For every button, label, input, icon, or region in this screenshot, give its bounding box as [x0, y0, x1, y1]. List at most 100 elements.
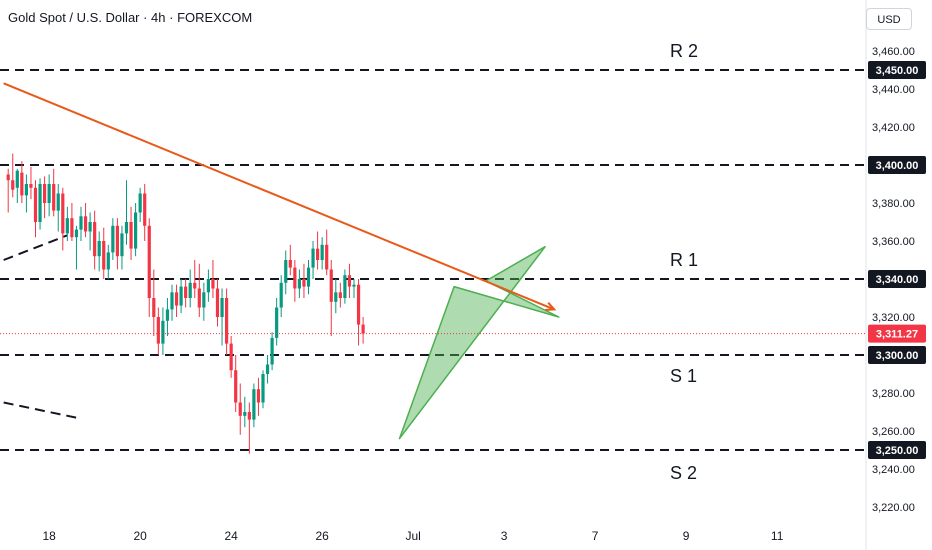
candle-body	[229, 343, 233, 371]
level-label: S 2	[670, 463, 697, 483]
candle-body	[247, 412, 251, 420]
y-tick-label: 3,380.00	[872, 198, 915, 210]
wedge-pattern-layer	[398, 245, 560, 440]
candle-body	[356, 284, 361, 325]
level-price-tag	[868, 441, 926, 459]
candle-body	[352, 284, 356, 287]
y-tick-label: 3,320.00	[872, 312, 915, 324]
candle-body	[33, 187, 38, 222]
candle-body	[38, 184, 42, 222]
candle-body	[184, 286, 188, 298]
candle-body	[152, 298, 156, 317]
y-tick-label: 3,460.00	[872, 46, 915, 58]
candle-body	[47, 184, 51, 203]
candle-body	[320, 244, 324, 260]
y-tick-label: 3,240.00	[872, 464, 915, 476]
guide-line	[3, 234, 68, 261]
candle-body	[156, 317, 160, 344]
candle-body	[302, 279, 306, 287]
candle-body	[215, 288, 220, 317]
candle-body	[52, 184, 56, 211]
current-price-tag	[868, 324, 926, 343]
candlestick-layer	[6, 153, 365, 454]
candle-body	[361, 324, 365, 334]
candle-body	[343, 275, 347, 298]
trendline-arrow-head	[545, 302, 557, 311]
symbol-title: Gold Spot / U.S. Dollar · 4h · FOREXCOM	[8, 10, 253, 25]
candle-body	[347, 275, 352, 287]
candle-body	[297, 279, 301, 289]
candle-body	[97, 241, 101, 257]
candle-body	[293, 267, 297, 289]
candle-body	[15, 170, 19, 188]
candle-body	[93, 222, 97, 257]
candle-body	[306, 267, 311, 287]
candle-body	[311, 248, 315, 268]
candle-body	[234, 370, 238, 403]
candle-body	[147, 225, 151, 298]
x-tick-label: 24	[224, 529, 238, 543]
candle-body	[174, 292, 179, 306]
level-label: S 1	[670, 366, 697, 386]
x-tick-label: Jul	[405, 529, 420, 543]
candle-body	[65, 218, 69, 234]
x-tick-label: 26	[315, 529, 329, 543]
candle-body	[6, 174, 10, 181]
x-tick-label: 11	[771, 529, 784, 543]
candle-body	[74, 229, 79, 238]
candle-body	[179, 286, 183, 306]
x-tick-label: 20	[133, 529, 147, 543]
current-price-tag-text: 3,311.27	[876, 329, 918, 341]
candle-body	[211, 279, 215, 289]
support-resistance-layer: R 2 R 1 S 1 S 2	[0, 41, 866, 483]
candle-body	[316, 248, 320, 260]
currency-button[interactable]: USD	[866, 8, 912, 30]
x-tick-label: 7	[592, 529, 599, 543]
candle-body	[284, 260, 288, 283]
candle-body	[124, 222, 129, 234]
candle-body	[134, 212, 138, 249]
candle-body	[24, 184, 28, 196]
candle-body	[220, 298, 224, 317]
candle-body	[11, 180, 15, 190]
candle-body	[70, 218, 74, 238]
candle-body	[193, 282, 197, 289]
trendline-layer	[3, 82, 557, 311]
price-axis[interactable]: 3,220.00 3,240.00 3,260.00 3,280.00 3,320.00…	[872, 46, 915, 514]
candle-body	[261, 374, 265, 403]
descending-trendline	[3, 82, 555, 311]
candle-body	[138, 193, 142, 213]
candle-body	[329, 269, 333, 302]
level-price-tag-text: 3,450.00	[876, 65, 919, 77]
candle-body	[120, 233, 124, 257]
candle-body	[288, 260, 292, 268]
candle-body	[279, 282, 283, 308]
price-tags-layer: 3,450.00 3,340.00 3,300.00 3,250.00 3,400.00…	[868, 61, 926, 459]
level-price-tag-text: 3,400.00	[876, 160, 919, 172]
candle-body	[111, 225, 115, 253]
candle-body	[338, 292, 342, 298]
candle-body	[206, 279, 210, 293]
level-price-tag-text: 3,340.00	[876, 274, 919, 286]
candle-body	[188, 282, 192, 298]
level-price-tag	[868, 346, 926, 364]
candle-body	[252, 389, 256, 420]
x-tick-label: 3	[501, 529, 508, 543]
candle-body	[56, 193, 60, 211]
level-price-tag	[868, 270, 926, 288]
wedge-pattern-arrow	[398, 245, 560, 440]
candle-body	[170, 292, 174, 310]
time-axis[interactable]: 18 20 24 26 Jul 3 7 9 11	[42, 529, 783, 543]
candle-body	[88, 222, 92, 232]
candle-body	[106, 252, 110, 270]
candle-body	[202, 292, 206, 308]
candle-body	[238, 402, 242, 416]
y-tick-label: 3,360.00	[872, 236, 915, 248]
candle-body	[334, 292, 338, 302]
y-tick-label: 3,420.00	[872, 122, 915, 134]
candle-body	[102, 241, 106, 270]
candle-body	[270, 337, 274, 365]
guide-lines-layer	[3, 234, 77, 419]
